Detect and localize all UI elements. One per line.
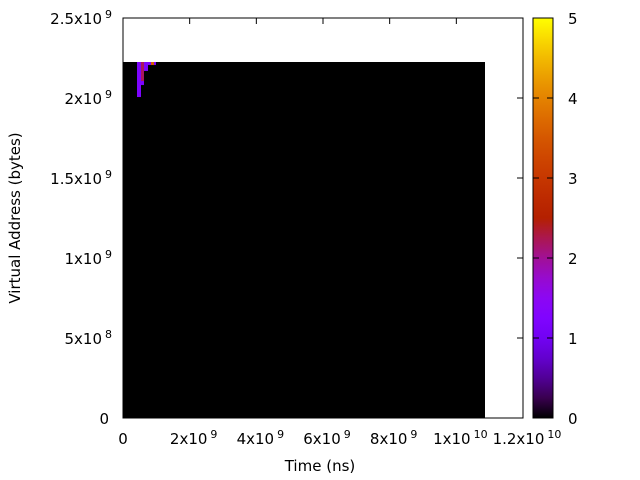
colorbar-ticks: 0 1 2 3 4 5 xyxy=(533,10,578,428)
x-tick-label: 8x10 9 xyxy=(370,428,418,448)
colorbar-tick-label: 0 xyxy=(568,410,578,428)
y-tick-label: 1.5x10 9 xyxy=(50,168,112,188)
heatmap-cell xyxy=(148,62,151,66)
colorbar xyxy=(532,17,554,419)
x-tick-label: 6x10 9 xyxy=(303,428,351,448)
x-tick-label: 4x10 9 xyxy=(237,428,285,448)
colorbar-tick-label: 1 xyxy=(568,330,578,348)
heatmap-cell xyxy=(154,62,156,66)
y-tick-label: 2.5x10 9 xyxy=(50,8,112,28)
y-tick-label: 1x10 9 xyxy=(64,248,112,268)
y-tick-label: 5x10 8 xyxy=(64,328,112,348)
colorbar-tick-label: 2 xyxy=(568,250,578,268)
y-axis-label: Virtual Address (bytes) xyxy=(6,132,24,303)
heatmap-cell xyxy=(144,62,148,71)
x-axis-label: Time (ns) xyxy=(284,457,356,475)
heatmap-background-region xyxy=(123,62,485,418)
x-tick-label: 0 xyxy=(118,430,128,448)
colorbar-tick-label: 5 xyxy=(568,10,578,28)
x-tick-label: 1x10 10 xyxy=(433,428,488,448)
heatmap-cell xyxy=(141,81,144,86)
heatmap-cell xyxy=(141,62,144,82)
colorbar-tick-label: 3 xyxy=(568,170,578,188)
x-tick-label: 2x10 9 xyxy=(170,428,218,448)
heatmap-cell xyxy=(137,62,141,98)
heatmap-cell xyxy=(151,62,154,66)
y-tick-label: 2x10 9 xyxy=(64,88,112,108)
colorbar-tick-label: 4 xyxy=(568,90,578,108)
axis-ticks: 0 2x10 9 4x10 9 6x10 9 8x10 9 1x10 10 1.2x10 10 0 5x10… xyxy=(50,8,561,448)
y-tick-label: 0 xyxy=(99,410,109,428)
heatmap-cells xyxy=(123,62,485,418)
x-tick-label: 1.2x10 10 xyxy=(493,428,562,448)
